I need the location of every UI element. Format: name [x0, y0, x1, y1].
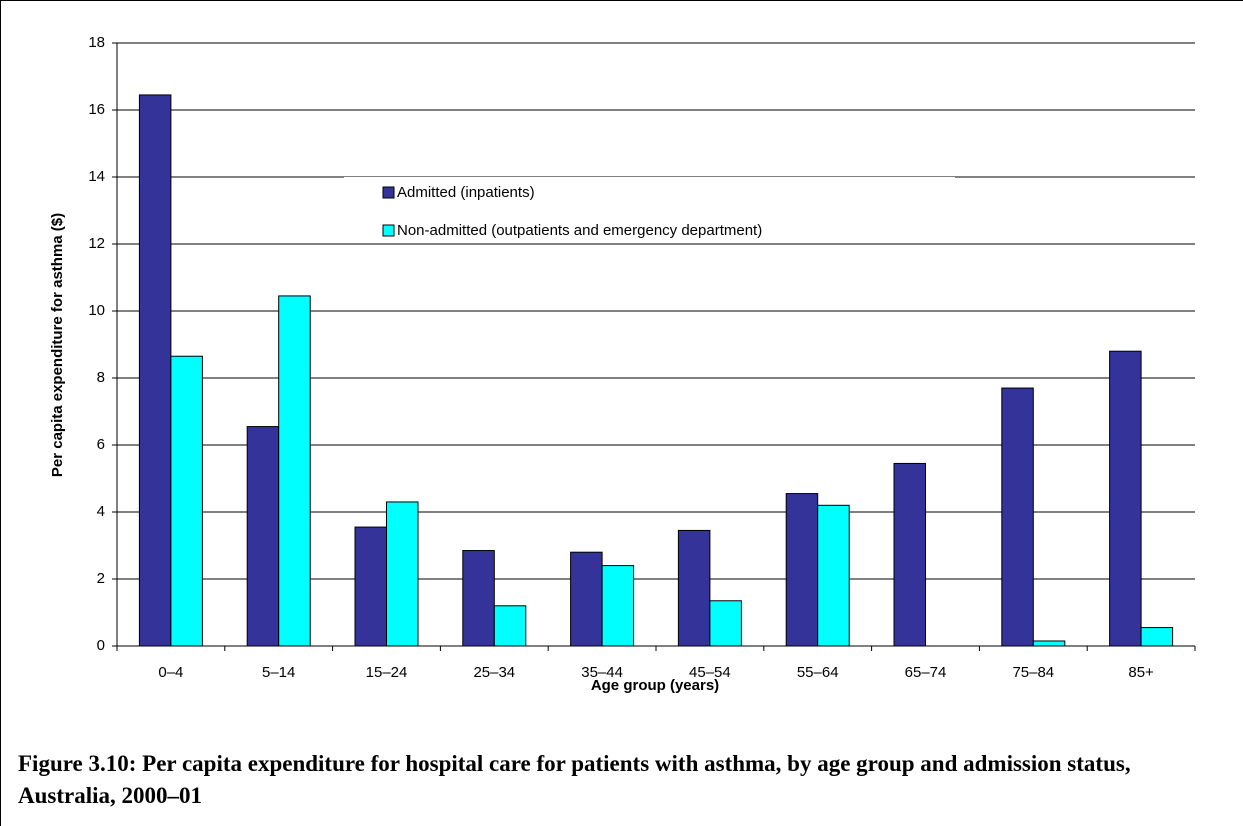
y-tick-label: 18: [88, 34, 105, 51]
bar: [1032, 640, 1066, 647]
legend-label: Admitted (inpatients): [397, 184, 535, 201]
bar: [785, 493, 819, 647]
chart: Age group (years) Per capita expenditure…: [49, 34, 1196, 694]
legend-label: Non-admitted (outpatients and emergency …: [397, 222, 762, 239]
bar: [570, 551, 603, 647]
y-tick-label: 10: [88, 302, 105, 319]
x-tick-label: 25–34: [473, 664, 515, 681]
x-tick-label: 65–74: [905, 664, 947, 681]
x-axis-label: Age group (years): [591, 677, 719, 694]
x-tick-label: 0–4: [158, 664, 183, 681]
y-tick-label: 2: [97, 570, 105, 587]
bar: [493, 605, 527, 647]
bar: [386, 501, 419, 647]
bar: [1140, 627, 1174, 647]
y-tick-label: 8: [97, 369, 105, 386]
x-tick-label: 55–64: [797, 664, 839, 681]
bar: [354, 526, 387, 647]
x-tick-label: 5–14: [262, 664, 295, 681]
y-tick-label: 4: [97, 503, 105, 520]
bar: [709, 600, 742, 647]
bar: [601, 565, 635, 647]
bar: [138, 94, 172, 647]
bar: [817, 504, 850, 647]
bar: [1001, 387, 1034, 647]
y-axis-label: Per capita expenditure for asthma ($): [49, 213, 66, 477]
y-tick-label: 12: [88, 235, 105, 252]
caption: Figure 3.10: Per capita expenditure for …: [18, 751, 1131, 808]
x-tick-label: 15–24: [366, 664, 408, 681]
bar: [677, 529, 711, 647]
bar: [246, 426, 280, 647]
legend-swatch: [382, 186, 395, 199]
bar: [278, 295, 311, 647]
bar: [893, 462, 926, 647]
legend-box: [344, 177, 955, 243]
y-tick-label: 16: [88, 101, 105, 118]
bar: [170, 355, 203, 647]
x-tick-label: 35–44: [581, 664, 623, 681]
legend-swatch: [382, 224, 395, 237]
x-tick-label: 45–54: [689, 664, 731, 681]
y-tick-label: 6: [97, 436, 105, 453]
bar: [462, 550, 495, 647]
x-tick-label: 85+: [1128, 664, 1154, 681]
bar: [1109, 350, 1142, 647]
x-tick-label: 75–84: [1012, 664, 1054, 681]
y-tick-label: 0: [97, 637, 105, 654]
y-tick-label: 14: [88, 168, 105, 185]
